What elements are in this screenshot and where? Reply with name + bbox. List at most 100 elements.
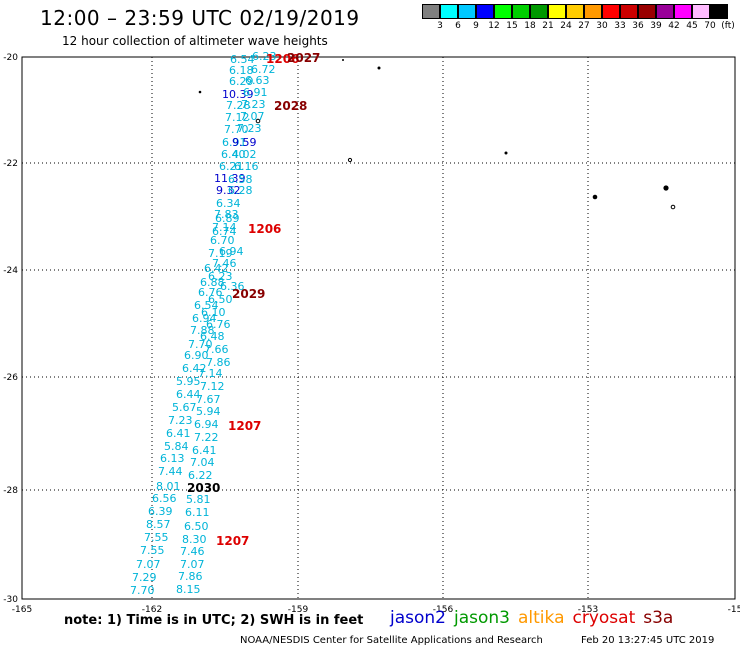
swh-value: 6.42	[204, 262, 229, 275]
legend-swatch	[422, 4, 440, 19]
swh-value: 9.32	[216, 184, 241, 197]
swh-value: 6.94	[194, 418, 219, 431]
swh-value: 7.70	[224, 123, 249, 136]
swh-value: 6.28	[228, 184, 253, 197]
swh-value: 6.54	[230, 53, 255, 66]
swh-value: 6.34	[216, 197, 241, 210]
swh-value: 6.72	[251, 63, 276, 76]
swh-value: 7.83	[214, 208, 239, 221]
swh-value: 7.55	[144, 531, 169, 544]
swh-value: 6.29	[229, 75, 254, 88]
swh-value: 6.56	[152, 492, 177, 505]
swh-value: 7.55	[140, 544, 165, 557]
swh-value: 5.95	[176, 375, 201, 388]
swh-value: 7.19	[208, 247, 233, 260]
swh-value: 7.12	[200, 380, 225, 393]
swh-value: 8.01	[156, 480, 181, 493]
lat-tick-label: -28	[3, 486, 18, 496]
legend-label: 15	[506, 21, 518, 31]
legend-swatch	[710, 4, 728, 19]
time-label: 1207	[216, 534, 249, 548]
satellite-legend: jason2 jason3 altika cryosat s3a	[390, 608, 681, 628]
legend-swatch	[674, 4, 692, 19]
legend-unit: (ft)	[721, 21, 735, 31]
island	[342, 59, 344, 61]
legend-swatch	[602, 4, 620, 19]
island	[504, 151, 508, 155]
satellite-name: s3a	[643, 608, 674, 628]
swh-value: 6.23	[208, 270, 233, 283]
satellite-name: altika	[518, 608, 565, 628]
swh-value: 7.04	[190, 456, 215, 469]
swh-value: 6.89	[215, 212, 240, 225]
island	[377, 66, 381, 70]
legend-swatch	[656, 4, 674, 19]
legend-label: 39	[650, 21, 662, 31]
legend-label: 18	[524, 21, 536, 31]
legend-label: 6	[455, 21, 461, 31]
swh-value: 6.58	[228, 173, 253, 186]
swh-value: 6.54	[194, 299, 219, 312]
satellite-name: jason2	[390, 608, 446, 628]
swh-value: 7.44	[158, 465, 183, 478]
time-label: 1206	[266, 52, 299, 66]
swh-value: 7.23	[237, 122, 262, 135]
swh-value: 7.70	[130, 584, 155, 597]
swh-value: 7.67	[196, 393, 221, 406]
swh-value: 7.46	[180, 545, 205, 558]
legend-label: 24	[560, 21, 572, 31]
swh-value: 6.10	[201, 306, 226, 319]
swh-value: 7.46	[212, 257, 237, 270]
satellite-name: jason3	[454, 608, 510, 628]
swh-value: 6.50	[184, 520, 209, 533]
time-label: 2030	[187, 481, 220, 495]
legend-swatch	[638, 4, 656, 19]
swh-value: 6.76	[206, 318, 231, 331]
time-label: 2027	[287, 51, 320, 65]
swh-value: 11.39	[214, 172, 246, 185]
legend-swatch	[440, 4, 458, 19]
legend-label: 70	[704, 21, 716, 31]
swh-value: 7.07	[240, 110, 265, 123]
swh-value: 6.90	[184, 349, 209, 362]
swh-value: 5.84	[164, 440, 189, 453]
legend-swatch	[566, 4, 584, 19]
island	[670, 204, 676, 210]
page-title: 12:00 – 23:59 UTC 02/19/2019	[40, 6, 360, 30]
legend-label: 33	[614, 21, 626, 31]
lat-tick-label: -24	[3, 266, 18, 276]
swh-value: 7.14	[212, 221, 237, 234]
lat-tick-label: -22	[3, 159, 18, 169]
swh-value: 6.18	[229, 64, 254, 77]
swh-value: 6.36	[220, 280, 245, 293]
swh-value: 6.44	[176, 388, 201, 401]
swh-value: 6.39	[148, 505, 173, 518]
generated-timestamp: Feb 20 13:27:45 UTC 2019	[581, 635, 715, 646]
legend-label: 30	[596, 21, 608, 31]
swh-value: 6.94	[192, 312, 217, 325]
time-label: 2028	[274, 99, 307, 113]
swh-value: 6.41	[166, 427, 191, 440]
legend-swatch	[458, 4, 476, 19]
swh-value: 7.14	[198, 367, 223, 380]
swh-track: 6.546.236.186.726.296.6310.396.917.287.2…	[130, 50, 277, 597]
swh-value: 6.91	[222, 136, 247, 149]
swh-value: 7.23	[168, 414, 193, 427]
island	[347, 157, 353, 163]
swh-value: 6.88	[200, 276, 225, 289]
legend-swatch	[512, 4, 530, 19]
swh-value: 5.67	[172, 401, 197, 414]
lon-tick-label: -153	[578, 605, 598, 615]
credit-text: NOAA/NESDIS Center for Satellite Applica…	[240, 635, 543, 646]
swh-value: 6.22	[188, 469, 213, 482]
page-subtitle: 12 hour collection of altimeter wave hei…	[62, 34, 328, 48]
swh-value: 9.59	[232, 136, 257, 149]
legend-label: 21	[542, 21, 554, 31]
swh-value: 6.94	[219, 245, 244, 258]
units-note: note: 1) Time is in UTC; 2) SWH is in fe…	[64, 613, 364, 628]
swh-value: 5.81	[186, 493, 211, 506]
swh-value: 7.28	[226, 99, 251, 112]
swh-value: 7.88	[190, 324, 215, 337]
